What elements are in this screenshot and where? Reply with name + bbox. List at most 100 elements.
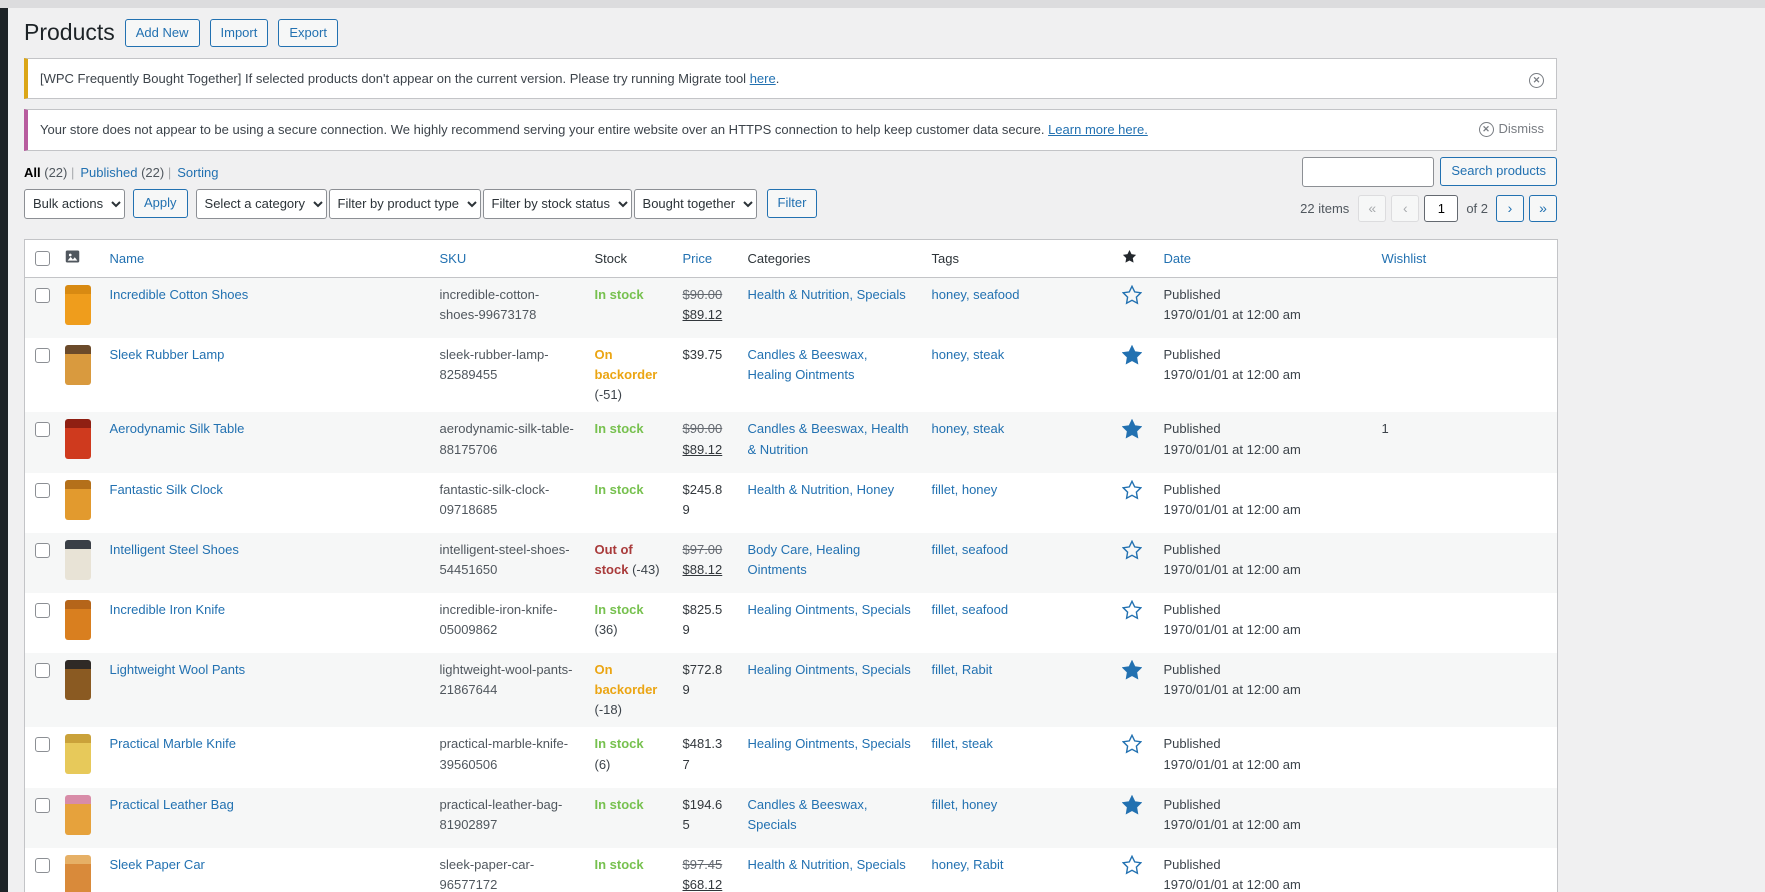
bought-together-filter-select[interactable]: Bought together [633, 188, 757, 219]
category-links[interactable]: Healing Ointments, Specials [747, 662, 911, 678]
filter-button[interactable]: Filter [766, 189, 818, 219]
row-checkbox[interactable] [35, 287, 50, 303]
view-sorting-link[interactable]: Sorting [177, 164, 219, 180]
product-name-link[interactable]: Incredible Cotton Shoes [109, 286, 249, 302]
category-links[interactable]: Health & Nutrition, Specials [747, 856, 906, 872]
row-checkbox[interactable] [35, 422, 50, 438]
tag-links[interactable]: honey, steak [931, 421, 1005, 437]
learn-more-link[interactable]: Learn more here. [1048, 122, 1148, 138]
post-date: 1970/01/01 at 12:00 am [1163, 816, 1301, 832]
category-links[interactable]: Candles & Beeswax, Healing Ointments [747, 347, 868, 383]
featured-star-outline-icon[interactable] [1121, 854, 1142, 875]
product-name-link[interactable]: Sleek Paper Car [109, 856, 205, 872]
category-links[interactable]: Healing Ointments, Specials [747, 736, 911, 752]
product-thumbnail[interactable] [64, 345, 91, 386]
featured-star-filled-icon[interactable] [1121, 660, 1142, 680]
prev-page-button[interactable]: ‹ [1391, 194, 1420, 222]
product-thumbnail[interactable] [64, 599, 91, 640]
product-sku: aerodynamic-silk-table-88175706 [439, 421, 574, 457]
category-filter-select[interactable]: Select a category [195, 188, 327, 219]
row-checkbox[interactable] [35, 542, 50, 558]
row-checkbox[interactable] [35, 857, 50, 873]
category-links[interactable]: Candles & Beeswax, Specials [747, 796, 868, 832]
notice-wpc-dismiss[interactable]: ✕ [1529, 69, 1544, 89]
tag-links[interactable]: honey, steak [931, 347, 1005, 363]
post-status: Published [1163, 541, 1221, 557]
featured-star-outline-icon[interactable] [1121, 734, 1142, 754]
view-published-link[interactable]: Published (22) [80, 164, 165, 180]
row-checkbox[interactable] [35, 797, 50, 813]
product-name-link[interactable]: Practical Marble Knife [109, 736, 236, 752]
category-links[interactable]: Health & Nutrition, Specials [747, 286, 906, 302]
view-all-link[interactable]: All (22) [24, 164, 68, 180]
tag-links[interactable]: honey, seafood [931, 286, 1020, 302]
close-icon[interactable]: ✕ [1529, 72, 1544, 88]
featured-star-outline-icon[interactable] [1121, 599, 1142, 620]
category-links[interactable]: Healing Ointments, Specials [747, 601, 911, 617]
next-page-button[interactable]: › [1496, 194, 1524, 222]
sort-date-header[interactable]: Date [1163, 250, 1191, 266]
product-thumbnail[interactable] [64, 660, 91, 701]
price-old: $97.45 [682, 856, 723, 872]
product-name-link[interactable]: Incredible Iron Knife [109, 601, 226, 617]
apply-button[interactable]: Apply [133, 189, 188, 219]
select-all-checkbox[interactable] [35, 250, 50, 266]
featured-star-filled-icon[interactable] [1121, 419, 1142, 439]
add-new-button[interactable]: Add New [124, 18, 200, 48]
product-thumbnail[interactable] [64, 794, 91, 835]
product-thumbnail[interactable] [64, 479, 91, 520]
current-page-input[interactable] [1424, 194, 1459, 222]
tag-links[interactable]: fillet, Rabit [931, 662, 993, 678]
tag-links[interactable]: fillet, steak [931, 736, 993, 752]
last-page-button[interactable]: » [1529, 194, 1557, 222]
featured-star-outline-icon[interactable] [1121, 539, 1142, 560]
product-thumbnail[interactable] [64, 284, 91, 325]
row-checkbox[interactable] [35, 663, 50, 679]
product-name-link[interactable]: Lightweight Wool Pants [109, 662, 246, 678]
bulk-actions-select[interactable]: Bulk actions [24, 188, 125, 219]
product-name-link[interactable]: Fantastic Silk Clock [109, 481, 223, 497]
product-sku: practical-marble-knife-39560506 [439, 736, 569, 772]
featured-star-filled-icon[interactable] [1121, 794, 1142, 815]
category-links[interactable]: Candles & Beeswax, Health & Nutrition [747, 421, 909, 457]
notice-https-dismiss-button[interactable]: ✕ Dismiss [1478, 119, 1544, 139]
first-page-button[interactable]: « [1358, 194, 1387, 222]
product-thumbnail[interactable] [64, 419, 91, 460]
image-column-icon [65, 250, 79, 263]
row-checkbox[interactable] [35, 482, 50, 498]
product-thumbnail[interactable] [64, 854, 91, 892]
product-type-filter-select[interactable]: Filter by product type [328, 188, 481, 219]
product-name-link[interactable]: Practical Leather Bag [109, 796, 234, 812]
product-name-link[interactable]: Sleek Rubber Lamp [109, 347, 225, 363]
tag-links[interactable]: fillet, seafood [931, 601, 1009, 617]
table-row: Incredible Iron Knife incredible-iron-kni… [24, 592, 1558, 654]
sort-price-header[interactable]: Price [682, 250, 713, 266]
tag-links[interactable]: honey, Rabit [931, 856, 1004, 872]
row-checkbox[interactable] [35, 602, 50, 618]
product-thumbnail[interactable] [64, 539, 91, 580]
category-links[interactable]: Health & Nutrition, Honey [747, 481, 895, 497]
import-button[interactable]: Import [209, 18, 269, 48]
tag-links[interactable]: fillet, seafood [931, 541, 1009, 557]
page-header: Products Add New Import Export [24, 18, 1557, 48]
tag-links[interactable]: fillet, honey [931, 481, 998, 497]
tag-links[interactable]: fillet, honey [931, 796, 998, 812]
sort-sku-header[interactable]: SKU [439, 250, 467, 266]
category-links[interactable]: Body Care, Healing Ointments [747, 541, 861, 577]
sort-name-header[interactable]: Name [109, 250, 145, 266]
row-checkbox[interactable] [35, 737, 50, 753]
export-button[interactable]: Export [278, 18, 338, 48]
wishlist-header[interactable]: Wishlist [1381, 250, 1427, 266]
search-products-button[interactable]: Search products [1440, 157, 1557, 187]
featured-star-outline-icon[interactable] [1121, 284, 1142, 305]
product-name-link[interactable]: Aerodynamic Silk Table [109, 421, 245, 437]
featured-star-filled-icon[interactable] [1121, 345, 1142, 365]
row-checkbox[interactable] [35, 348, 50, 364]
product-thumbnail[interactable] [64, 734, 91, 775]
product-sku: lightweight-wool-pants-21867644 [439, 662, 573, 698]
featured-star-outline-icon[interactable] [1121, 479, 1142, 500]
product-name-link[interactable]: Intelligent Steel Shoes [109, 541, 239, 557]
search-input[interactable] [1302, 156, 1435, 187]
stock-status-filter-select[interactable]: Filter by stock status [482, 188, 632, 219]
migrate-tool-here-link[interactable]: here [749, 70, 776, 86]
